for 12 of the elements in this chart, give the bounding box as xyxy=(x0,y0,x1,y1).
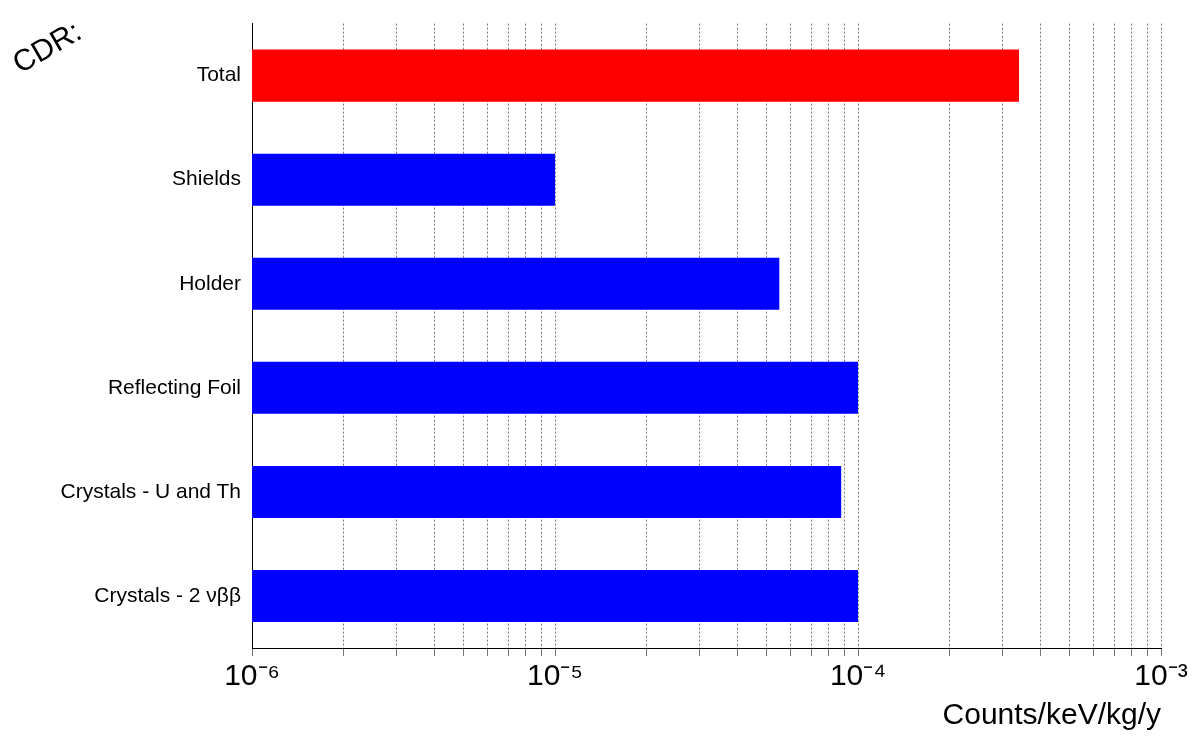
y-tick-label: Crystals - 2 νββ xyxy=(94,582,241,606)
x-tick-label: 10⁻⁵ xyxy=(527,658,583,692)
y-tick-label: Holder xyxy=(179,270,241,294)
x-tick-label: 10⁻³ xyxy=(1134,658,1188,692)
y-tick-label: Crystals - U and Th xyxy=(60,478,241,502)
text: CDR: xyxy=(6,13,87,80)
y-tick-label: Total xyxy=(196,62,241,86)
y-tick-label: Shields xyxy=(172,166,241,190)
x-axis-title: Counts/keV/kg/y xyxy=(942,697,1161,731)
y-tick-label: Reflecting Foil xyxy=(107,374,241,398)
x-tick-label: 10⁻⁶ xyxy=(224,658,280,692)
x-tick-label: 10⁻⁴ xyxy=(829,658,887,692)
